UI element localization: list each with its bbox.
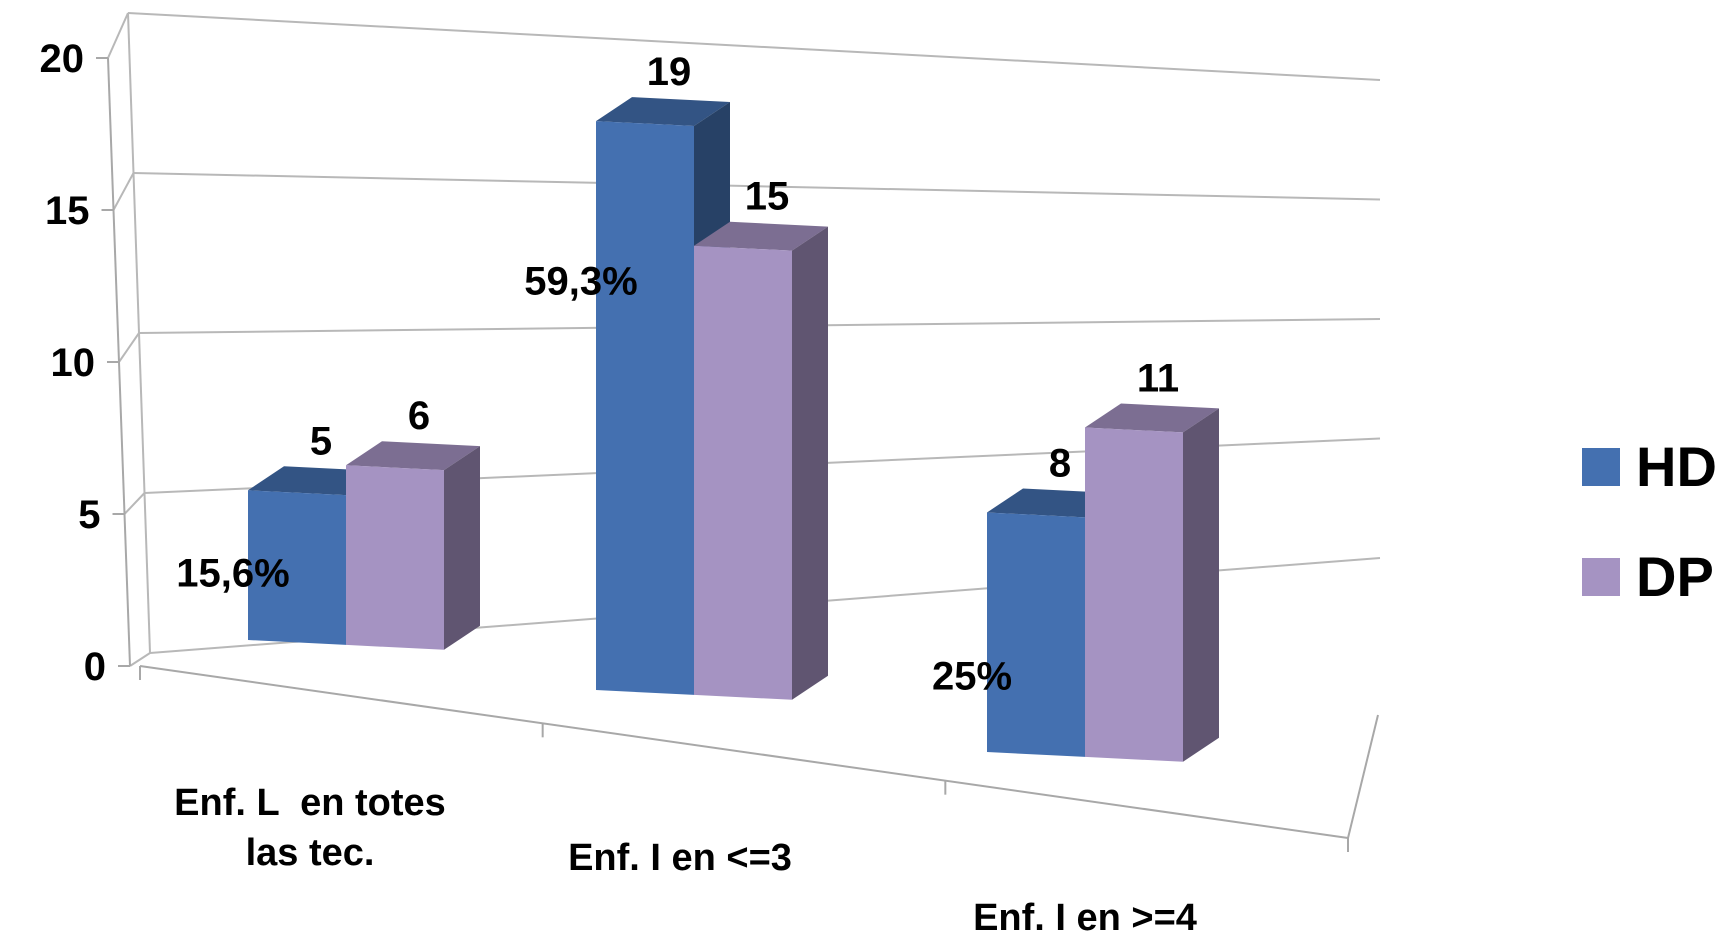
data-label: 6: [408, 394, 430, 438]
bar-dp: [346, 465, 444, 650]
data-label: 5: [310, 419, 332, 463]
gridline-side: [107, 12, 129, 59]
bar-side-dp: [1183, 408, 1219, 762]
legend-label: HD: [1636, 435, 1717, 498]
category-label: Enf. L en totes: [174, 782, 446, 824]
data-label: 8: [1049, 441, 1071, 485]
y-tick-label: 10: [51, 341, 96, 385]
y-tick-label: 0: [84, 645, 106, 689]
gridline: [133, 172, 1381, 201]
category-label: Enf. I en >=4: [973, 897, 1197, 933]
y-tick-label: 20: [40, 37, 85, 81]
bar-hd: [987, 512, 1085, 757]
bar-side-dp: [792, 226, 828, 700]
legend-swatch-hd: [1582, 448, 1620, 486]
y-tick-label: 5: [78, 493, 100, 537]
bar-side-dp: [444, 446, 480, 650]
percentage-annotation: 15,6%: [176, 552, 289, 596]
category-label: Enf. I en <=3: [568, 837, 792, 879]
category-label: las tec.: [246, 832, 375, 874]
percentage-annotation: 59,3%: [524, 259, 637, 303]
percentage-annotation: 25%: [932, 654, 1012, 698]
gridline-side: [123, 492, 146, 515]
bar-top-hd: [596, 97, 730, 126]
gridline-side: [118, 332, 140, 363]
x-axis-line: [139, 665, 1349, 839]
legend-swatch-dp: [1582, 558, 1620, 596]
bar-dp: [1085, 427, 1183, 762]
floor-right-edge: [1347, 714, 1379, 839]
gridline: [127, 12, 1381, 81]
bar-top-dp: [694, 221, 828, 251]
data-label: 15: [745, 175, 790, 219]
bar-top-dp: [346, 441, 480, 471]
bars: [248, 97, 1219, 762]
bar-top-dp: [1085, 403, 1219, 433]
y-axis-back-line: [127, 12, 151, 654]
bar-hd: [596, 121, 694, 695]
legend-label: DP: [1636, 545, 1714, 608]
bar-dp: [694, 245, 792, 700]
legend: [1582, 448, 1620, 596]
y-tick-label: 15: [45, 189, 90, 233]
data-label: 19: [647, 50, 692, 94]
gridline-side: [129, 652, 151, 667]
data-label: 11: [1137, 357, 1179, 401]
gridline-side: [112, 172, 135, 211]
bar-hd: [248, 490, 346, 645]
